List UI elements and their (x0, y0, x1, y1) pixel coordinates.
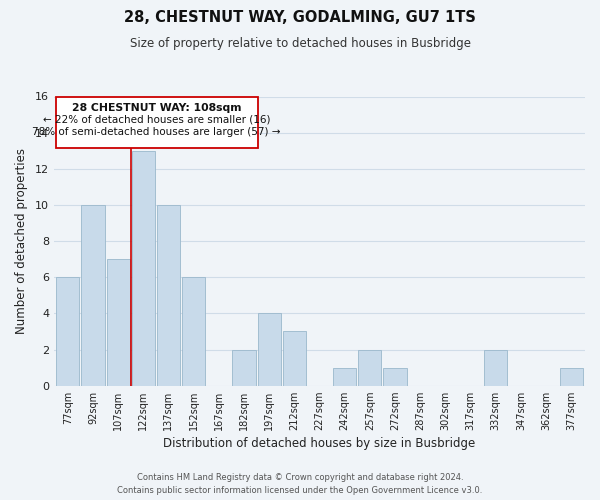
X-axis label: Distribution of detached houses by size in Busbridge: Distribution of detached houses by size … (163, 437, 476, 450)
Text: 28, CHESTNUT WAY, GODALMING, GU7 1TS: 28, CHESTNUT WAY, GODALMING, GU7 1TS (124, 10, 476, 25)
Bar (182, 277, 205, 386)
Bar (132, 150, 155, 386)
Bar (560, 368, 583, 386)
Bar (283, 332, 306, 386)
Bar (333, 368, 356, 386)
Text: Size of property relative to detached houses in Busbridge: Size of property relative to detached ho… (130, 38, 470, 51)
Bar (157, 205, 180, 386)
Bar (107, 259, 130, 386)
Text: 28 CHESTNUT WAY: 108sqm: 28 CHESTNUT WAY: 108sqm (72, 103, 241, 113)
Bar (358, 350, 382, 386)
Text: Contains HM Land Registry data © Crown copyright and database right 2024.
Contai: Contains HM Land Registry data © Crown c… (118, 474, 482, 495)
Bar (383, 368, 407, 386)
Y-axis label: Number of detached properties: Number of detached properties (15, 148, 28, 334)
Bar (232, 350, 256, 386)
Bar (257, 314, 281, 386)
Text: 78% of semi-detached houses are larger (57) →: 78% of semi-detached houses are larger (… (32, 127, 281, 137)
Text: ← 22% of detached houses are smaller (16): ← 22% of detached houses are smaller (16… (43, 114, 271, 124)
FancyBboxPatch shape (56, 96, 258, 148)
Bar (56, 277, 79, 386)
Bar (484, 350, 507, 386)
Bar (82, 205, 104, 386)
